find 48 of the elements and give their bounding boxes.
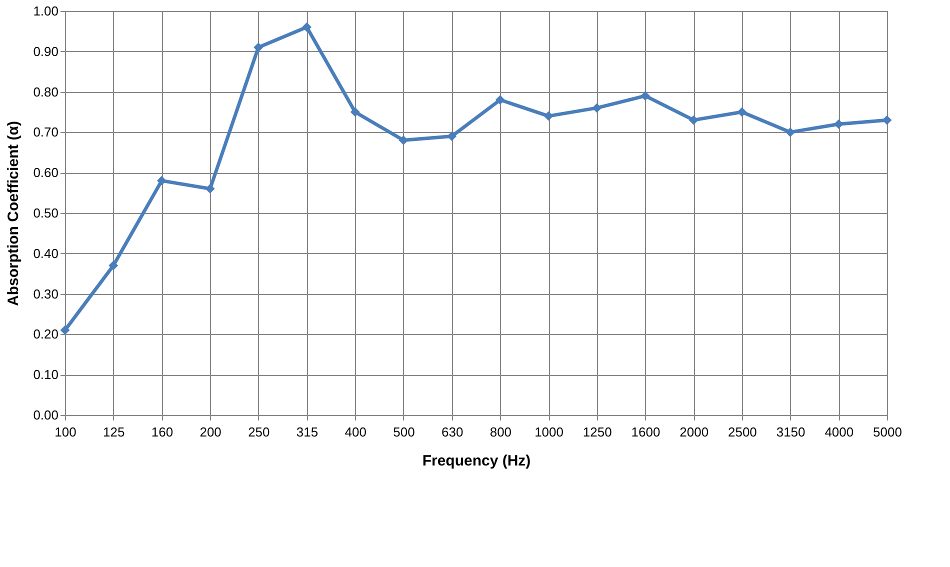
- point: [882, 115, 892, 125]
- point: [834, 119, 844, 129]
- x-tick-label: 500: [393, 424, 415, 440]
- y-axis-title: Absorption Coefficient (α): [5, 120, 22, 306]
- x-tick-label: 125: [103, 424, 125, 440]
- x-tick-label: 100: [54, 424, 76, 440]
- y-tick-label: 0.50: [33, 206, 58, 220]
- point: [205, 184, 215, 194]
- point: [544, 111, 554, 121]
- x-tick-label: 2000: [680, 424, 709, 440]
- point: [786, 127, 796, 137]
- x-tick-label: 250: [248, 424, 270, 440]
- y-tick-label: 0.70: [33, 124, 58, 140]
- point: [156, 176, 166, 186]
- y-tick-label: 0.60: [33, 165, 58, 180]
- x-tick-label: 5000: [873, 424, 902, 440]
- x-tick-label: 200: [200, 424, 222, 440]
- point: [737, 107, 747, 117]
- point: [495, 95, 505, 105]
- y-tick-label: 0.20: [33, 326, 58, 342]
- point: [592, 103, 602, 113]
- point: [350, 107, 360, 117]
- point: [640, 91, 650, 101]
- y-tick-label: 0.90: [33, 44, 58, 59]
- x-tick-label: 4000: [824, 424, 854, 440]
- x-tick-label: 1600: [631, 424, 660, 440]
- x-tick-label: 630: [441, 424, 464, 440]
- x-tick-label: 400: [344, 424, 366, 440]
- y-tick-label: 0.80: [33, 84, 58, 100]
- x-tick-label: 3150: [776, 424, 806, 440]
- x-tick-label: 315: [296, 424, 318, 440]
- y-tick-label: 0.00: [33, 408, 58, 422]
- y-tick-label: 0.40: [33, 246, 58, 261]
- x-tick-label: 2500: [728, 424, 757, 440]
- x-tick-label: 800: [490, 424, 512, 440]
- point: [254, 42, 264, 52]
- x-tick-label: 1000: [534, 424, 564, 440]
- y-tick-label: 0.30: [33, 286, 58, 302]
- point: [302, 22, 312, 32]
- y-tick-label: 1.00: [33, 4, 58, 18]
- x-tick-label: 1250: [582, 424, 612, 440]
- x-tick-label: 160: [151, 424, 174, 440]
- point: [398, 136, 408, 146]
- x-axis-title: Frequency (Hz): [422, 452, 531, 470]
- point: [447, 131, 457, 141]
- point: [688, 115, 698, 125]
- y-tick-label: 0.10: [33, 367, 58, 382]
- point: [108, 260, 118, 270]
